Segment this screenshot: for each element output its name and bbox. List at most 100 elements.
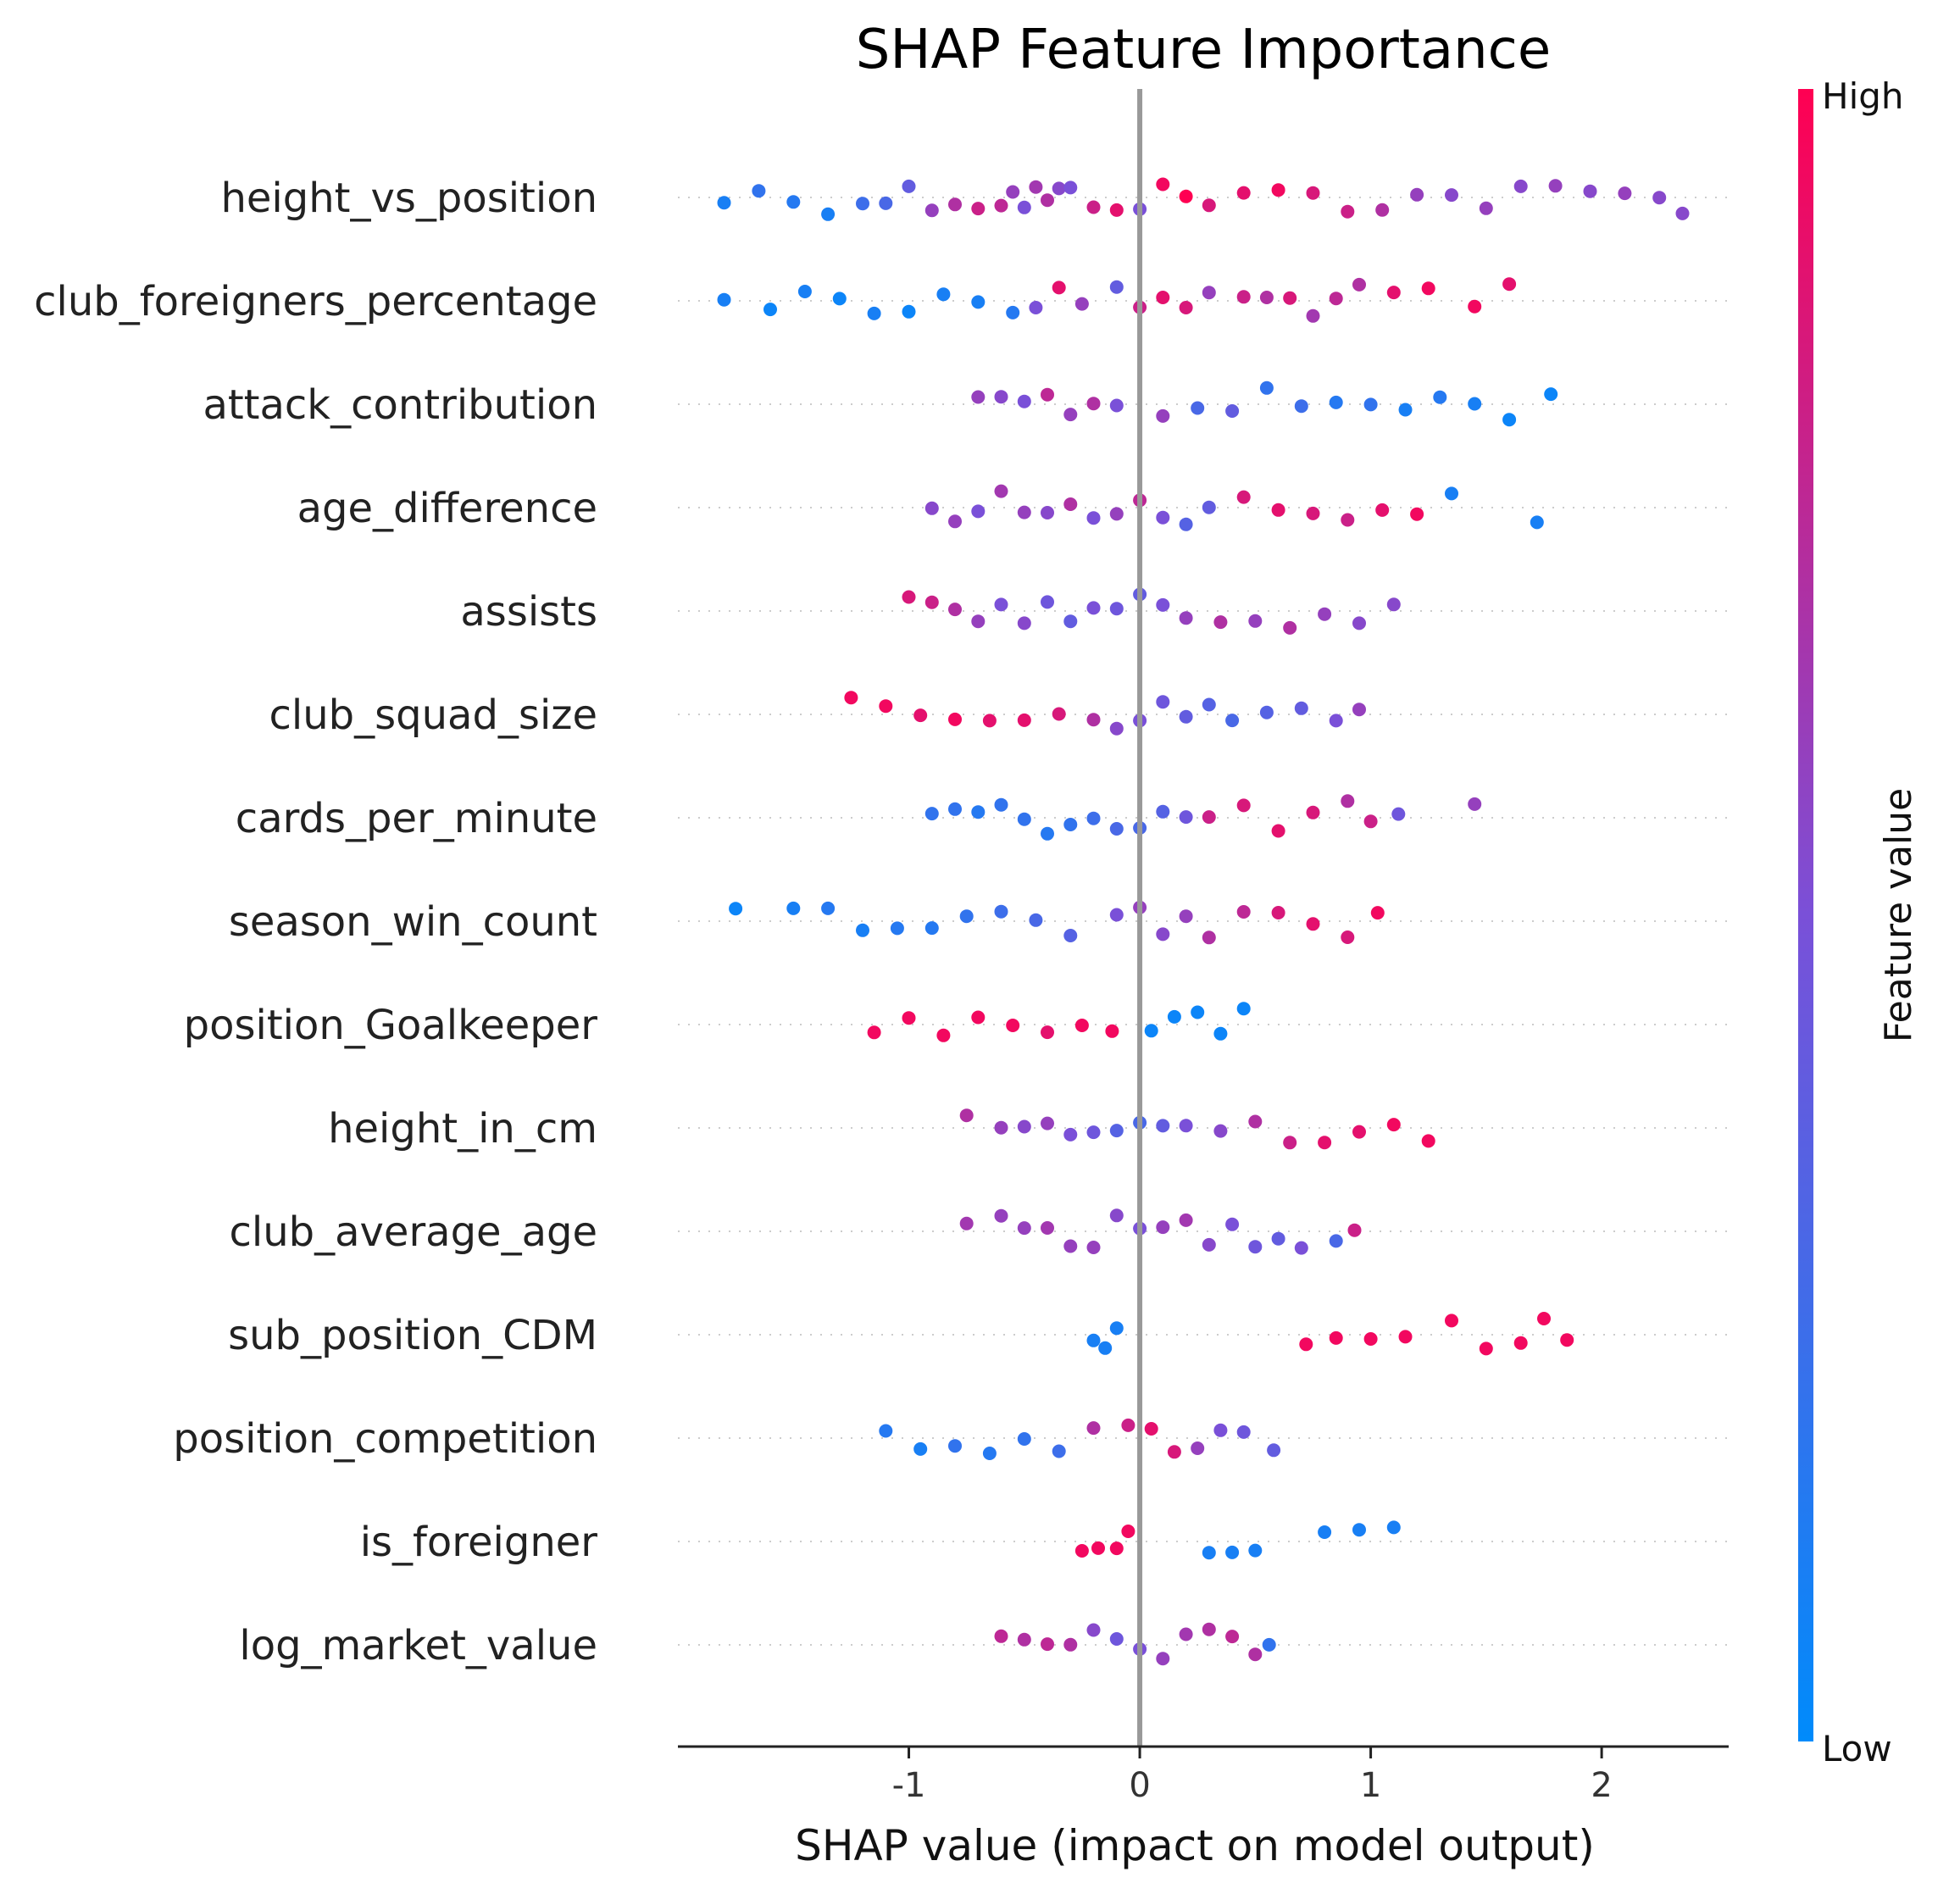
shap-point — [1041, 595, 1054, 609]
shap-point — [1167, 1009, 1181, 1024]
shap-point — [1086, 713, 1101, 727]
shap-point — [1156, 510, 1170, 525]
shap-point — [971, 614, 986, 629]
shap-point — [1236, 290, 1251, 304]
shap-point — [1283, 1136, 1297, 1150]
shap-point — [1468, 397, 1482, 411]
shap-point — [1086, 1125, 1101, 1140]
shap-point — [717, 292, 731, 307]
shap-point — [994, 797, 1008, 812]
shap-point — [971, 202, 986, 216]
shap-point — [1063, 614, 1078, 629]
shap-point — [821, 901, 836, 915]
x-tick-label: 2 — [1591, 1766, 1612, 1805]
shap-point — [1179, 611, 1193, 625]
shap-point — [1248, 614, 1263, 628]
shap-point — [1236, 490, 1251, 504]
shap-point — [936, 287, 951, 302]
shap-point — [994, 1629, 1008, 1643]
shap-point — [1502, 413, 1517, 427]
data-points — [717, 177, 1690, 1666]
shap-point — [1041, 193, 1054, 208]
feature-rows: height_vs_position club_foreigners_percen… — [34, 175, 1729, 1669]
shap-point — [1236, 905, 1251, 919]
shap-point — [1548, 179, 1563, 193]
shap-point — [1225, 1545, 1240, 1559]
shap-point — [1063, 1637, 1078, 1652]
shap-point — [1086, 1333, 1101, 1347]
shap-point — [1191, 1441, 1205, 1455]
shap-point — [1017, 200, 1031, 214]
shap-point — [1179, 1627, 1193, 1641]
shap-point — [1156, 1220, 1170, 1235]
shap-point — [1352, 1523, 1366, 1537]
feature-label: club_foreigners_percentage — [34, 278, 597, 325]
shap-point — [1017, 1221, 1031, 1236]
chart-title: SHAP Feature Importance — [856, 19, 1551, 81]
shap-point — [1248, 1543, 1263, 1558]
shap-point — [1167, 1445, 1181, 1459]
shap-point — [1294, 399, 1308, 414]
shap-point — [786, 195, 801, 209]
shap-point — [1306, 506, 1320, 520]
shap-point — [948, 603, 962, 617]
shap-point — [1421, 281, 1435, 296]
shap-point — [1352, 277, 1366, 292]
feature-label: is_foreigner — [360, 1519, 598, 1566]
shap-point — [1017, 394, 1031, 408]
shap-point — [1074, 1019, 1089, 1032]
shap-point — [1063, 1239, 1078, 1253]
shap-point — [1086, 1623, 1101, 1637]
shap-point — [1109, 280, 1124, 294]
shap-point — [1202, 697, 1216, 712]
shap-point — [1352, 703, 1366, 717]
feature-label: season_win_count — [229, 898, 597, 946]
shap-point — [1191, 1005, 1205, 1019]
shap-point — [1017, 1119, 1031, 1134]
shap-point — [1179, 709, 1193, 724]
shap-point — [902, 179, 916, 193]
shap-point — [1121, 1525, 1135, 1538]
shap-point — [1375, 503, 1390, 517]
shap-point — [1086, 200, 1101, 214]
shap-point — [1017, 616, 1031, 630]
shap-point — [1109, 1541, 1124, 1556]
shap-point — [1156, 1652, 1170, 1666]
shap-point — [1259, 705, 1274, 719]
shap-point — [1410, 187, 1424, 202]
shap-point — [913, 708, 928, 723]
shap-point — [1306, 186, 1320, 200]
shap-point — [1363, 397, 1378, 412]
shap-point — [1029, 301, 1043, 314]
shap-point — [1086, 1421, 1101, 1436]
shap-point — [1236, 186, 1251, 200]
shap-point — [1202, 1237, 1216, 1252]
shap-point — [1063, 929, 1078, 942]
shap-point — [1074, 297, 1089, 311]
shap-point — [1347, 1223, 1362, 1237]
shap-point — [1421, 1134, 1435, 1148]
shap-point — [879, 699, 893, 714]
shap-point — [948, 802, 962, 816]
shap-point — [936, 1028, 951, 1042]
shap-point — [1074, 1544, 1089, 1558]
shap-point — [1225, 404, 1240, 418]
colorbar-gradient — [1798, 89, 1813, 1741]
shap-point — [994, 1120, 1008, 1135]
shap-point — [1109, 602, 1124, 616]
shap-point — [1236, 1002, 1251, 1016]
shap-point — [1109, 398, 1124, 413]
shap-point — [1063, 408, 1078, 422]
shap-point — [1283, 291, 1297, 305]
shap-point — [1179, 810, 1193, 825]
shap-point — [1063, 181, 1078, 195]
shap-point — [1294, 701, 1308, 715]
shap-point — [994, 198, 1008, 213]
shap-point — [763, 303, 777, 317]
shap-point — [1041, 826, 1054, 841]
shap-point — [1410, 507, 1424, 521]
shap-point — [1675, 206, 1690, 220]
shap-point — [1341, 930, 1355, 944]
feature-label: sub_position_CDM — [228, 1312, 597, 1359]
shap-point — [1041, 506, 1054, 519]
